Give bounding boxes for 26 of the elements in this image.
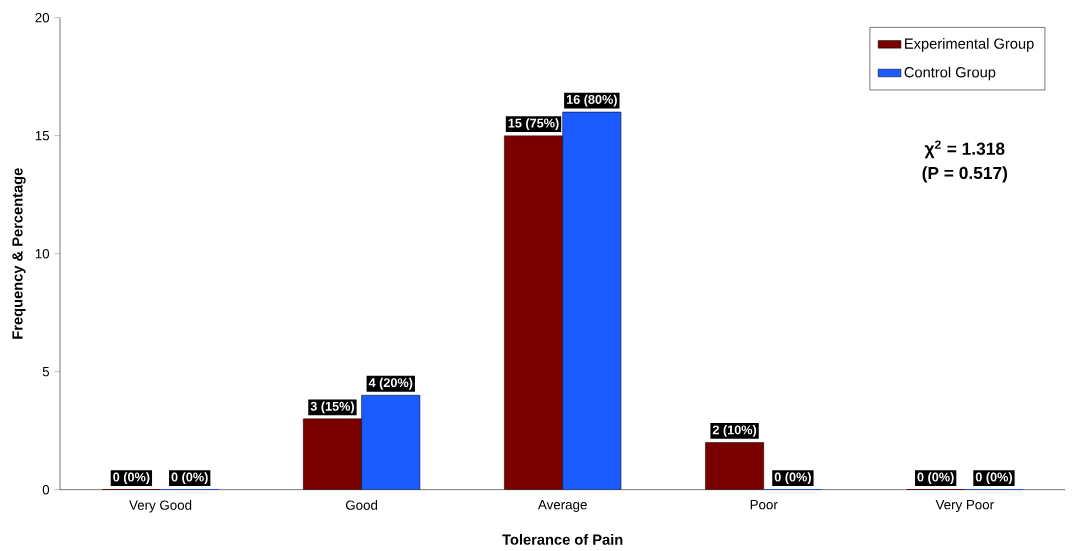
data-label: 0 (0%) xyxy=(774,472,811,485)
data-label: 4 (20%) xyxy=(368,377,413,390)
data-label: 16 (80%) xyxy=(566,94,617,107)
x-tick-label: Very Poor xyxy=(935,500,994,512)
y-tick-label: 10 xyxy=(35,248,50,259)
x-tick-label: Average xyxy=(537,500,587,512)
y-tick-label: 5 xyxy=(42,367,50,377)
data-label: 0 (0%) xyxy=(171,472,208,485)
x-tick-label: Very Good xyxy=(129,500,192,513)
data-label: 2 (10%) xyxy=(712,425,757,437)
data-label: 15 (75%) xyxy=(508,118,559,131)
y-tick-label: 15 xyxy=(35,131,50,141)
data-label: 0 (0%) xyxy=(113,472,150,485)
data-label: 0 (0%) xyxy=(917,472,954,485)
y-tick-label: 0 xyxy=(42,484,50,495)
data-label: 3 (15%) xyxy=(310,401,354,414)
y-tick-label: 20 xyxy=(35,12,50,23)
x-tick-label: Good xyxy=(345,500,378,510)
legend-label: Control Group xyxy=(904,66,996,81)
y-axis-title: Frequency & Percentage xyxy=(12,168,26,339)
x-axis-title: Tolerance of Pain xyxy=(502,534,623,545)
data-label: 0 (0%) xyxy=(975,472,1012,485)
annotation: (P = 0.517) xyxy=(922,166,1008,183)
text: χ$^{2}$ = 1.318 xyxy=(924,140,1005,159)
legend-label: Experimental Group xyxy=(905,38,1034,52)
x-tick-label: Poor xyxy=(750,500,778,510)
